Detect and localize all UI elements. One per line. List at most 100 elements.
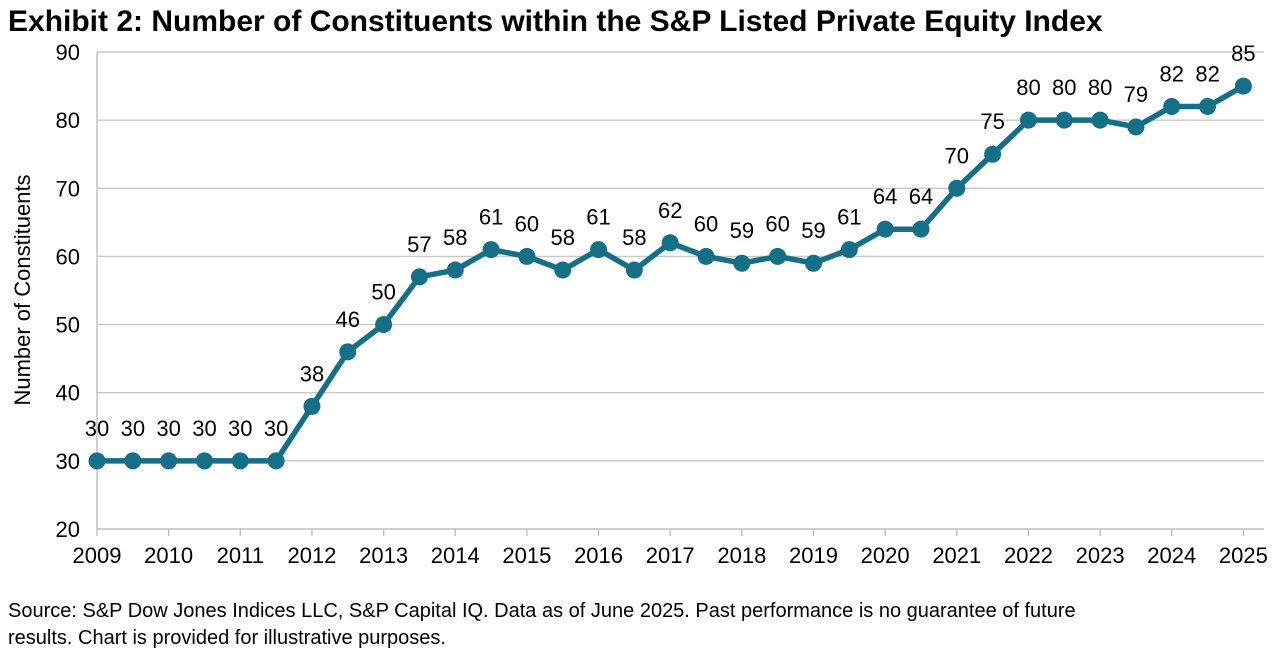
data-point [590,241,608,259]
data-label: 57 [407,232,431,257]
y-tick-label: 20 [56,517,80,542]
data-point [339,343,357,361]
data-label: 59 [801,218,825,243]
x-tick-label: 2021 [932,543,981,568]
data-label: 30 [264,416,288,441]
data-point [1234,77,1252,95]
series-line [94,83,1247,464]
chart-title: Exhibit 2: Number of Constituents within… [8,5,1103,38]
gridlines-group [97,51,1264,462]
data-label: 60 [515,211,539,236]
data-point [661,234,679,252]
y-tick-label: 30 [56,449,80,474]
data-point [124,452,142,470]
y-axis-title: Number of Constituents [10,174,35,405]
data-label: 58 [443,225,467,250]
data-label: 61 [479,205,503,230]
data-point [1127,118,1145,136]
source-note-line1: Source: S&P Dow Jones Indices LLC, S&P C… [8,600,1076,622]
axis-labels-group: 2009 2010 2011 2012 2013 2014 2015 2016 2017 2018… [56,40,1268,568]
data-point [446,261,464,279]
data-point [625,261,643,279]
data-label: 50 [371,280,395,305]
x-tick-label: 2017 [646,543,695,568]
data-label: 80 [1016,75,1040,100]
data-label: 62 [658,198,682,223]
data-point [1199,98,1217,116]
data-label: 46 [336,307,360,332]
data-label: 80 [1052,75,1076,100]
y-tick-label: 80 [56,108,80,133]
data-label: 59 [730,218,754,243]
data-label: 60 [694,211,718,236]
data-label: 30 [192,416,216,441]
data-point [554,261,572,279]
data-label: 64 [909,184,933,209]
axes-group [96,52,1264,536]
x-tick-label: 2014 [431,543,480,568]
x-tick-label: 2020 [861,543,910,568]
data-point [1163,98,1181,116]
x-tick-label: 2018 [717,543,766,568]
data-label: 58 [550,225,574,250]
data-label: 85 [1231,41,1255,66]
x-tick-label: 2022 [1004,543,1053,568]
data-label: 30 [121,416,145,441]
x-tick-label: 2024 [1147,543,1196,568]
data-point [948,179,966,197]
x-tick-label: 2025 [1219,543,1268,568]
data-label: 38 [300,361,324,386]
data-label: 64 [873,184,897,209]
data-point [876,220,894,238]
x-tick-label: 2019 [789,543,838,568]
data-point [195,452,213,470]
data-label: 82 [1160,62,1184,87]
data-label: 58 [622,225,646,250]
data-label: 61 [586,205,610,230]
data-point [231,452,249,470]
x-tick-label: 2013 [359,543,408,568]
data-label: 79 [1124,82,1148,107]
x-tick-label: 2015 [502,543,551,568]
data-point [303,397,321,415]
data-label: 30 [228,416,252,441]
x-tick-label: 2016 [574,543,623,568]
y-tick-label: 50 [56,313,80,338]
data-label: 75 [980,109,1004,134]
data-point [912,220,930,238]
data-point [482,241,500,259]
data-label: 61 [837,205,861,230]
x-tick-label: 2012 [287,543,336,568]
data-point [267,452,285,470]
data-label: 30 [85,416,109,441]
x-tick-label: 2011 [217,543,264,568]
y-tick-label: 40 [56,381,80,406]
data-label: 80 [1088,75,1112,100]
y-tick-label: 90 [56,40,80,65]
y-tick-label: 60 [56,244,80,269]
series-group [88,77,1252,470]
data-point [160,452,178,470]
data-point [410,268,428,286]
data-point [769,247,787,265]
x-tick-label: 2023 [1076,543,1125,568]
data-labels-group: 30 30 30 30 30 30 38 46 50 57 58 61 60 58 61 58 62 60 59 60… [85,41,1256,441]
data-point [88,452,106,470]
data-point [1055,111,1073,129]
data-label: 30 [156,416,180,441]
source-note: Source: S&P Dow Jones Indices LLC, S&P C… [8,598,1248,652]
data-point [840,241,858,259]
line-chart: 2009 2010 2011 2012 2013 2014 2015 2016 2017 2018… [10,40,1268,568]
data-point [375,316,393,334]
data-point [805,254,822,272]
data-label: 82 [1195,62,1219,87]
data-point [733,254,751,272]
data-point [518,247,536,265]
source-note-line2: results. Chart is provided for illustrat… [8,627,446,649]
y-tick-label: 70 [56,176,80,201]
data-label: 70 [945,143,969,168]
x-tick-label: 2010 [144,543,193,568]
data-point [1019,111,1037,129]
data-label: 60 [765,211,789,236]
